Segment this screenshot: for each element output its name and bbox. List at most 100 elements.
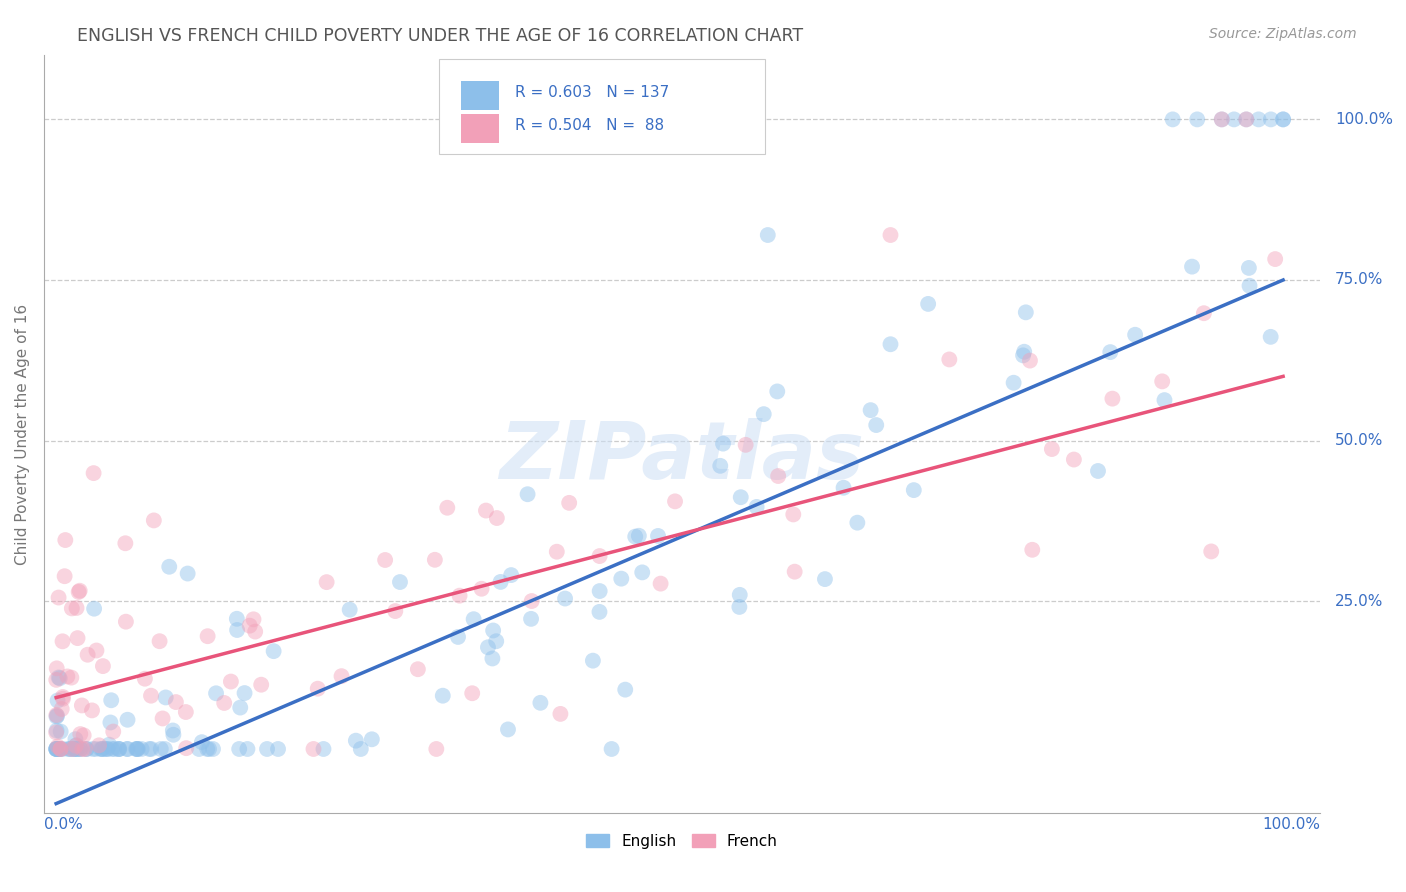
Point — [384, 604, 406, 618]
FancyBboxPatch shape — [461, 113, 499, 143]
Point — [76, 648, 98, 662]
Point — [152, 711, 174, 725]
Point — [1234, 112, 1257, 127]
Point — [766, 469, 789, 483]
Point — [1161, 112, 1184, 127]
Point — [56, 669, 79, 683]
Point — [1234, 112, 1257, 127]
Point — [228, 742, 250, 756]
Point — [496, 723, 519, 737]
Point — [360, 732, 382, 747]
Point — [148, 634, 170, 648]
Point — [117, 742, 139, 756]
Point — [176, 566, 198, 581]
Point — [139, 689, 162, 703]
Point — [63, 742, 86, 756]
Point — [84, 742, 107, 756]
Point — [138, 742, 160, 756]
Point — [45, 742, 67, 756]
Point — [90, 742, 112, 756]
Point — [485, 634, 508, 648]
Text: 0.0%: 0.0% — [44, 817, 83, 832]
Point — [782, 508, 804, 522]
Point — [45, 661, 67, 675]
Point — [846, 516, 869, 530]
Point — [65, 738, 87, 752]
Point — [1192, 306, 1215, 320]
Point — [201, 742, 224, 756]
Point — [481, 651, 503, 665]
Point — [489, 574, 512, 589]
Point — [610, 572, 633, 586]
Point — [52, 691, 75, 706]
Point — [243, 624, 266, 639]
Point — [1211, 112, 1233, 127]
Point — [51, 634, 73, 648]
Point — [589, 584, 612, 599]
Point — [46, 693, 69, 707]
Point — [832, 481, 855, 495]
Point — [1223, 112, 1246, 127]
Point — [436, 500, 458, 515]
Text: 50.0%: 50.0% — [1336, 434, 1384, 448]
Point — [1063, 452, 1085, 467]
Point — [485, 511, 508, 525]
Point — [1272, 112, 1295, 127]
Point — [1260, 112, 1282, 127]
Point — [96, 742, 118, 756]
Point — [115, 615, 138, 629]
Point — [219, 674, 242, 689]
Point — [1199, 544, 1222, 558]
Point — [107, 742, 129, 756]
Point — [312, 742, 335, 756]
Point — [1015, 305, 1038, 319]
Point — [60, 671, 83, 685]
Point — [97, 742, 120, 756]
Point — [53, 533, 76, 547]
Point — [66, 742, 89, 756]
Point — [1181, 260, 1204, 274]
Point — [94, 742, 117, 756]
Point — [205, 686, 228, 700]
Point — [82, 742, 104, 756]
Point — [388, 575, 411, 590]
Point — [226, 623, 249, 637]
Point — [624, 530, 647, 544]
Point — [134, 672, 156, 686]
Point — [1260, 330, 1282, 344]
Point — [664, 494, 686, 508]
Point — [212, 696, 235, 710]
Point — [98, 738, 121, 752]
Point — [125, 742, 148, 756]
Point — [449, 589, 471, 603]
Point — [114, 536, 136, 550]
Point — [103, 724, 125, 739]
Point — [1021, 542, 1043, 557]
Point — [709, 458, 731, 473]
Point — [191, 735, 214, 749]
Text: 100.0%: 100.0% — [1336, 112, 1393, 127]
Point — [115, 742, 138, 756]
Point — [142, 513, 165, 527]
Point — [475, 503, 498, 517]
Point — [49, 742, 72, 756]
Point — [1272, 112, 1295, 127]
Point — [131, 742, 153, 756]
Point — [582, 654, 605, 668]
Point — [250, 678, 273, 692]
Point — [69, 742, 91, 756]
Point — [162, 728, 184, 742]
Point — [46, 708, 69, 723]
Point — [45, 742, 67, 756]
Point — [58, 742, 80, 756]
Legend: English, French: English, French — [581, 828, 783, 855]
Point — [554, 591, 576, 606]
Point — [91, 742, 114, 756]
Point — [73, 742, 96, 756]
Point — [627, 529, 650, 543]
Point — [501, 568, 523, 582]
FancyBboxPatch shape — [461, 81, 499, 111]
Point — [52, 690, 75, 704]
Point — [917, 297, 939, 311]
Point — [1123, 327, 1146, 342]
